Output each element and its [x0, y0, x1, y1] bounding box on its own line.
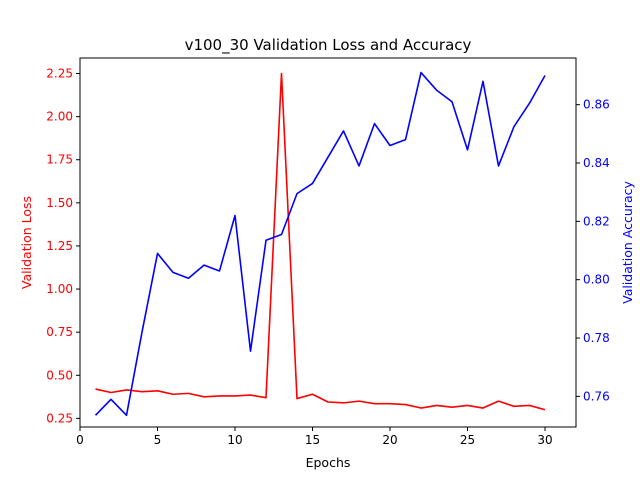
x-tick-label: 10	[227, 433, 242, 447]
plot-area	[94, 71, 546, 417]
right-y-tick-label: 0.82	[583, 214, 610, 228]
left-y-tick-label: 1.50	[46, 196, 73, 210]
loss-series-line	[95, 72, 546, 411]
left-y-axis: 0.25 0.50 0.75 1.00 1.25 1.50 1.75 2.00 2.25	[46, 67, 80, 425]
right-y-tick-label: 0.78	[583, 331, 610, 345]
right-y-tick-label: 0.76	[583, 389, 610, 403]
plot-frame	[79, 57, 577, 428]
x-tick-label: 0	[76, 433, 84, 447]
x-tick-label: 25	[460, 433, 475, 447]
left-y-tick-label: 0.75	[46, 325, 73, 339]
x-axis: 0 5 10 15 20 25 30	[76, 427, 553, 447]
left-y-tick-label: 1.00	[46, 282, 73, 296]
right-y-tick-label: 0.80	[583, 273, 610, 287]
left-y-axis-label: Validation Loss	[19, 196, 34, 289]
right-y-axis-label: Validation Accuracy	[620, 181, 635, 304]
x-tick-label: 5	[154, 433, 162, 447]
left-y-tick-label: 0.25	[46, 411, 73, 425]
left-y-tick-label: 0.50	[46, 368, 73, 382]
x-tick-label: 30	[537, 433, 552, 447]
x-tick-label: 20	[382, 433, 397, 447]
left-y-tick-label: 2.00	[46, 110, 73, 124]
right-y-tick-label: 0.84	[583, 156, 610, 170]
chart-title: v100_30 Validation Loss and Accuracy	[185, 36, 472, 55]
right-y-tick-label: 0.86	[583, 98, 610, 112]
right-y-axis: 0.76 0.78 0.80 0.82 0.84 0.86	[576, 98, 610, 403]
x-axis-label: Epochs	[306, 455, 351, 470]
x-tick-label: 15	[305, 433, 320, 447]
left-y-tick-label: 1.25	[46, 239, 73, 253]
left-y-tick-label: 2.25	[46, 67, 73, 81]
left-y-tick-label: 1.75	[46, 153, 73, 167]
accuracy-series-line	[94, 71, 546, 417]
